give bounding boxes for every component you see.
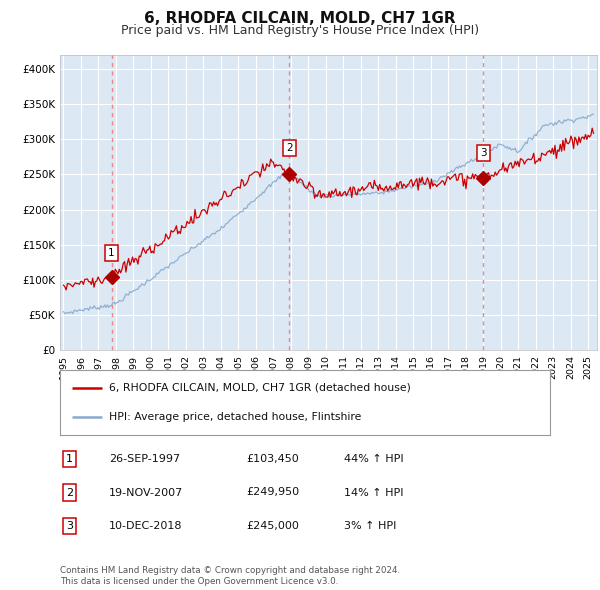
Text: 14% ↑ HPI: 14% ↑ HPI <box>344 487 404 497</box>
Text: Price paid vs. HM Land Registry's House Price Index (HPI): Price paid vs. HM Land Registry's House … <box>121 24 479 37</box>
Text: Contains HM Land Registry data © Crown copyright and database right 2024.: Contains HM Land Registry data © Crown c… <box>60 566 400 575</box>
Text: 10-DEC-2018: 10-DEC-2018 <box>109 521 182 531</box>
Text: 19-NOV-2007: 19-NOV-2007 <box>109 487 183 497</box>
Text: 3% ↑ HPI: 3% ↑ HPI <box>344 521 397 531</box>
Text: £103,450: £103,450 <box>246 454 299 464</box>
Text: 3: 3 <box>480 148 487 158</box>
Text: £245,000: £245,000 <box>246 521 299 531</box>
Text: 2: 2 <box>286 143 293 153</box>
Text: HPI: Average price, detached house, Flintshire: HPI: Average price, detached house, Flin… <box>109 412 361 422</box>
Text: 6, RHODFA CILCAIN, MOLD, CH7 1GR (detached house): 6, RHODFA CILCAIN, MOLD, CH7 1GR (detach… <box>109 382 411 392</box>
Text: 3: 3 <box>66 521 73 531</box>
Text: 1: 1 <box>108 248 115 258</box>
Text: 2: 2 <box>66 487 73 497</box>
Text: 44% ↑ HPI: 44% ↑ HPI <box>344 454 404 464</box>
Text: £249,950: £249,950 <box>246 487 299 497</box>
Text: 6, RHODFA CILCAIN, MOLD, CH7 1GR: 6, RHODFA CILCAIN, MOLD, CH7 1GR <box>144 11 456 25</box>
Text: This data is licensed under the Open Government Licence v3.0.: This data is licensed under the Open Gov… <box>60 577 338 586</box>
Text: 26-SEP-1997: 26-SEP-1997 <box>109 454 180 464</box>
Text: 1: 1 <box>66 454 73 464</box>
